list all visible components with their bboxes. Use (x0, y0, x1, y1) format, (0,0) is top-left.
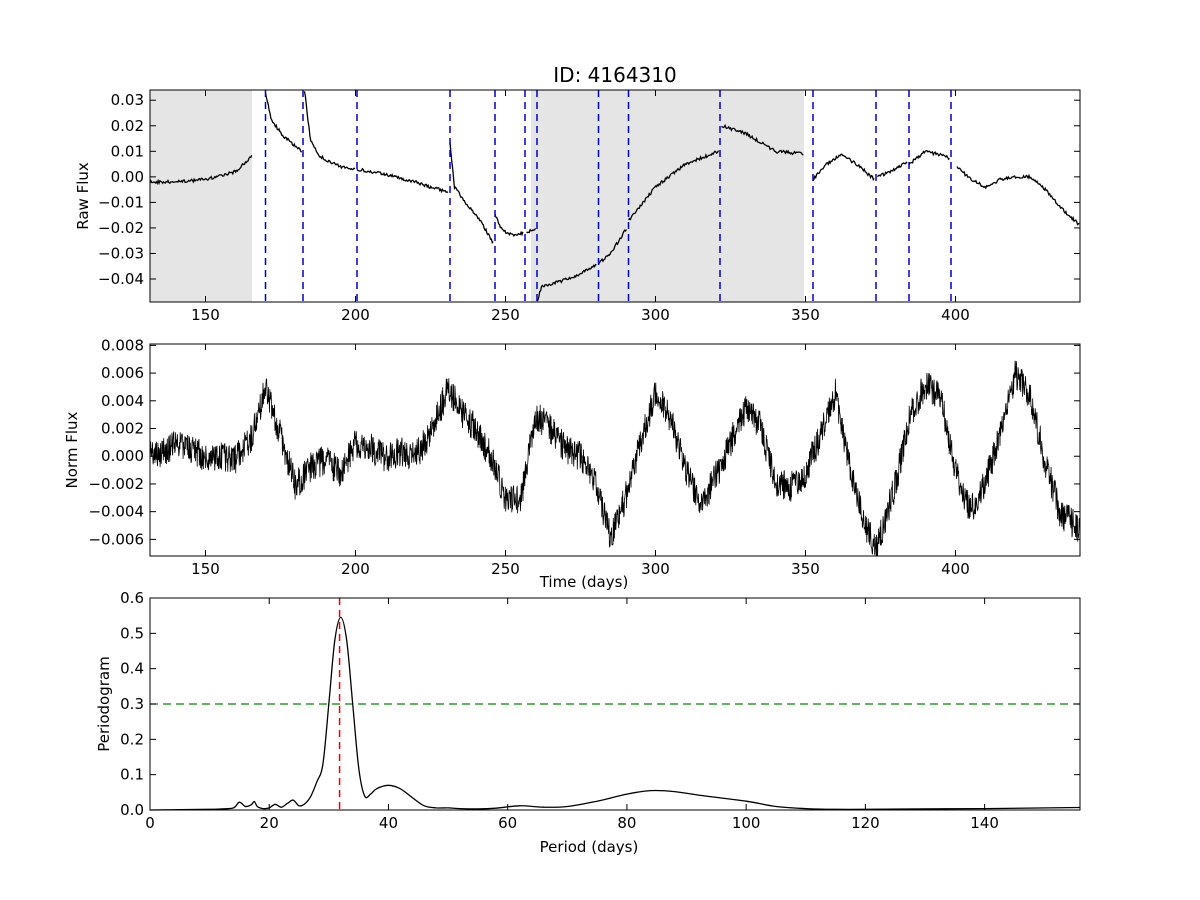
raw-flux-segment (303, 91, 356, 171)
raw-x-ticks: 150 200 250 300 350 400 (191, 90, 970, 324)
raw-y-axis-label: Raw Flux (74, 162, 92, 230)
raw-flux-segment (449, 142, 494, 245)
x-tick-label: 120 (851, 814, 880, 832)
x-tick-label: 100 (732, 814, 761, 832)
y-tick-label: 0.02 (111, 117, 144, 135)
y-tick-label: 0.00 (111, 168, 144, 186)
x-tick-label: 400 (941, 560, 970, 578)
x-tick-label: 20 (260, 814, 279, 832)
x-tick-label: 200 (341, 306, 370, 324)
norm-x-ticks: 150 200 250 300 350 400 (191, 344, 970, 578)
norm-flux-panel: 150 200 250 300 350 400 0.0080.0060.0040.0020… (63, 336, 1081, 591)
norm-x-axis-label: Time (days) (539, 573, 629, 591)
raw-flux-segment (149, 154, 253, 186)
periodogram-curve (149, 616, 1081, 811)
norm-y-axis-label: Norm Flux (63, 411, 81, 488)
y-tick-label: 0.006 (101, 364, 144, 382)
y-tick-label: 0.000 (101, 447, 144, 465)
y-tick-label: 0.1 (120, 766, 144, 784)
raw-flux-segment (598, 229, 627, 265)
x-tick-label: 400 (941, 306, 970, 324)
norm-plot-frame (149, 343, 1081, 557)
x-tick-label: 150 (191, 306, 220, 324)
raw-flux-segment (908, 150, 950, 166)
norm-flux-curve (149, 360, 1081, 557)
x-tick-label: 80 (617, 814, 636, 832)
y-tick-label: 0.0 (120, 801, 144, 819)
raw-flux-segment (494, 214, 524, 238)
y-tick-label: −0.006 (88, 530, 144, 548)
periodogram-plot-frame (149, 597, 1081, 811)
raw-flux-segment (721, 123, 804, 156)
x-tick-label: 40 (379, 814, 398, 832)
y-tick-label: 0.03 (111, 91, 144, 109)
raw-flux-panel: 150 200 250 300 350 400 0.03 0.02 0.01 0.00 −0.01… (74, 89, 1081, 324)
y-tick-label: −0.02 (98, 219, 144, 237)
x-tick-label: 200 (341, 560, 370, 578)
raw-flux-segment (264, 92, 303, 153)
x-tick-label: 350 (791, 560, 820, 578)
gap-shade-region (531, 90, 804, 302)
x-tick-label: 0 (145, 814, 155, 832)
x-tick-label: 300 (641, 560, 670, 578)
raw-y-ticks: 0.03 0.02 0.01 0.00 −0.01 −0.02 −0.03 −0.04 (98, 91, 1080, 288)
x-tick-label: 150 (191, 560, 220, 578)
raw-flux-segment (356, 167, 449, 194)
period-x-ticks: 0 20 40 60 80 100 120 140 (145, 598, 999, 832)
raw-flux-segment (526, 227, 537, 234)
periodogram-x-axis-label: Period (days) (540, 838, 639, 856)
y-tick-label: 0.5 (120, 624, 144, 642)
raw-plot-frame (149, 89, 1081, 303)
chart-title: ID: 4164310 (553, 63, 676, 87)
raw-flux-segment (536, 263, 597, 302)
period-y-ticks: 0.6 0.5 0.4 0.3 0.2 0.1 0.0 (120, 589, 1080, 819)
y-tick-label: −0.04 (98, 270, 144, 288)
x-tick-label: 60 (498, 814, 517, 832)
raw-flux-segment (627, 150, 720, 221)
x-tick-label: 250 (491, 560, 520, 578)
periodogram-y-axis-label: Periodogram (95, 656, 113, 751)
y-tick-label: −0.004 (88, 503, 144, 521)
y-tick-label: 0.01 (111, 142, 144, 160)
raw-flux-segment (812, 153, 875, 182)
y-tick-label: −0.002 (88, 475, 144, 493)
x-tick-label: 250 (491, 306, 520, 324)
y-tick-label: 0.002 (101, 420, 144, 438)
y-tick-label: 0.6 (120, 589, 144, 607)
y-tick-label: 0.008 (101, 336, 144, 354)
x-tick-label: 350 (791, 306, 820, 324)
raw-flux-segment (956, 166, 1080, 226)
y-tick-label: 0.3 (120, 695, 144, 713)
periodogram-line (149, 616, 1081, 811)
x-tick-label: 300 (641, 306, 670, 324)
norm-y-ticks: 0.008 0.006 0.004 0.002 0.000 −0.002 −0.004 −0.… (88, 336, 1080, 548)
gap-shade-region (150, 90, 252, 302)
raw-flux-segment (876, 161, 908, 178)
gap-shading (150, 90, 804, 302)
y-tick-label: 0.4 (120, 660, 144, 678)
y-tick-label: −0.03 (98, 244, 144, 262)
y-tick-label: 0.2 (120, 730, 144, 748)
x-tick-label: 140 (970, 814, 999, 832)
y-tick-label: −0.01 (98, 193, 144, 211)
raw-flux-curve (149, 91, 1080, 302)
norm-flux-line (149, 360, 1081, 557)
periodogram-panel: 0 20 40 60 80 100 120 140 0.6 0.5 0.4 0.3 0.2 0.1 0.0… (95, 589, 1081, 856)
y-tick-label: 0.004 (101, 392, 144, 410)
